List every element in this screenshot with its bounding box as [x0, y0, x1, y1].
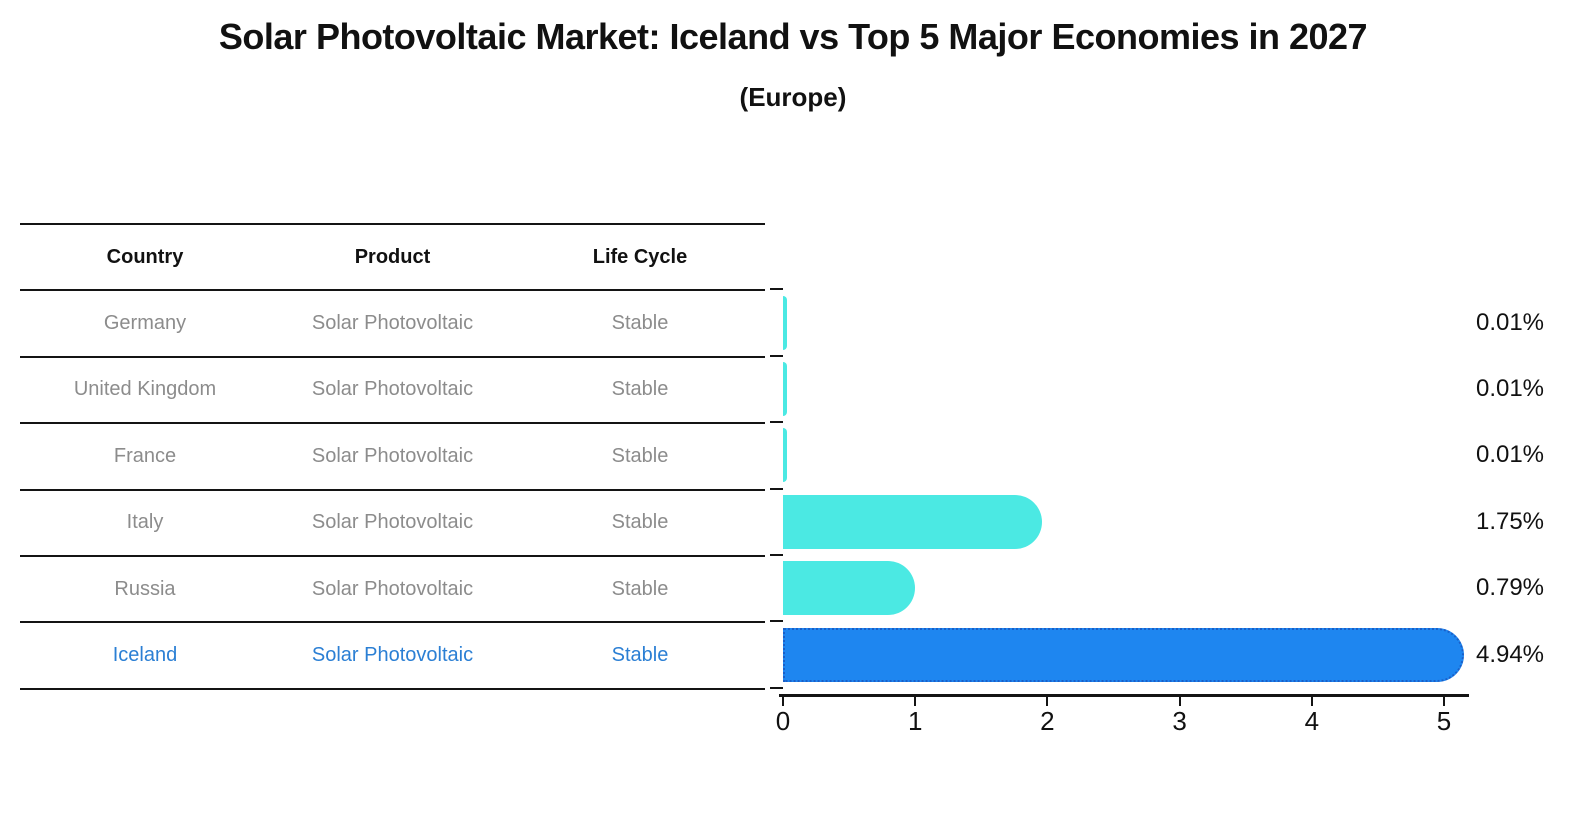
lifecycle-cell: Stable [611, 511, 669, 534]
chart-title: Solar Photovoltaic Market: Iceland vs To… [218, 16, 1368, 57]
bar-france [783, 428, 787, 483]
bar-united-kingdom [783, 362, 787, 416]
value-label-germany: 0.01% [1475, 308, 1545, 336]
y-tick [770, 487, 783, 490]
value-label-united-kingdom: 0.01% [1475, 375, 1545, 402]
country-cell: Germany [103, 312, 187, 335]
y-tick [770, 421, 783, 424]
x-tick-label: 1 [907, 706, 923, 736]
bar-iceland [783, 627, 1465, 682]
x-tick [1178, 696, 1181, 706]
x-tick [1046, 696, 1049, 706]
country-cell: Iceland [112, 644, 178, 667]
x-axis-line [779, 694, 1469, 697]
table-row-iceland: Iceland Solar Photovoltaic Stable [20, 621, 765, 690]
bar-russia [783, 561, 916, 616]
x-tick-label: 5 [1436, 706, 1452, 736]
country-cell: France [113, 444, 177, 467]
country-cell: Russia [114, 577, 176, 600]
lifecycle-cell: Stable [611, 577, 669, 600]
table-header-row: Country Product Life Cycle [20, 223, 765, 289]
product-cell: Solar Photovoltaic [311, 312, 474, 335]
table-row-italy: Italy Solar Photovoltaic Stable [20, 488, 765, 555]
x-tick-label: 3 [1172, 706, 1187, 736]
lifecycle-cell: Stable [611, 444, 669, 467]
product-cell: Solar Photovoltaic [311, 644, 474, 667]
product-cell: Solar Photovoltaic [311, 378, 474, 401]
x-tick [1443, 696, 1445, 706]
x-tick-label: 2 [1040, 706, 1055, 736]
x-tick-label: 0 [775, 706, 791, 736]
y-tick [770, 288, 783, 291]
lifecycle-cell: Stable [611, 312, 669, 335]
y-tick [770, 354, 783, 357]
value-label-italy: 1.75% [1475, 507, 1545, 535]
x-tick [914, 696, 917, 706]
x-tick [1310, 696, 1313, 706]
value-label-france: 0.01% [1475, 441, 1545, 469]
lifecycle-cell: Stable [611, 378, 669, 401]
country-cell: United Kingdom [73, 378, 217, 401]
data-table: Country Product Life Cycle Germany Solar … [20, 223, 765, 690]
table-header-product: Product [354, 245, 431, 268]
table-header-country: Country [106, 245, 184, 268]
product-cell: Solar Photovoltaic [311, 511, 474, 534]
product-cell: Solar Photovoltaic [311, 577, 474, 600]
y-tick [770, 554, 783, 556]
bar-italy [783, 494, 1043, 549]
x-tick [782, 696, 784, 706]
bar-germany [783, 295, 787, 350]
x-tick-label: 4 [1304, 706, 1320, 736]
y-tick [770, 620, 783, 623]
table-row-united-kingdom: United Kingdom Solar Photovoltaic Stable [20, 355, 765, 422]
table-header-lifecycle: Life Cycle [592, 245, 688, 268]
product-cell: Solar Photovoltaic [311, 444, 474, 467]
value-label-iceland: 4.94% [1475, 640, 1545, 668]
table-row-russia: Russia Solar Photovoltaic Stable [20, 554, 765, 621]
table-row-germany: Germany Solar Photovoltaic Stable [20, 289, 765, 355]
value-label-russia: 0.79% [1475, 574, 1545, 602]
chart-subtitle: (Europe) [739, 82, 847, 112]
y-tick [770, 686, 783, 689]
table-row-france: France Solar Photovoltaic Stable [20, 422, 765, 488]
country-cell: Italy [126, 511, 164, 534]
lifecycle-cell: Stable [611, 644, 669, 667]
